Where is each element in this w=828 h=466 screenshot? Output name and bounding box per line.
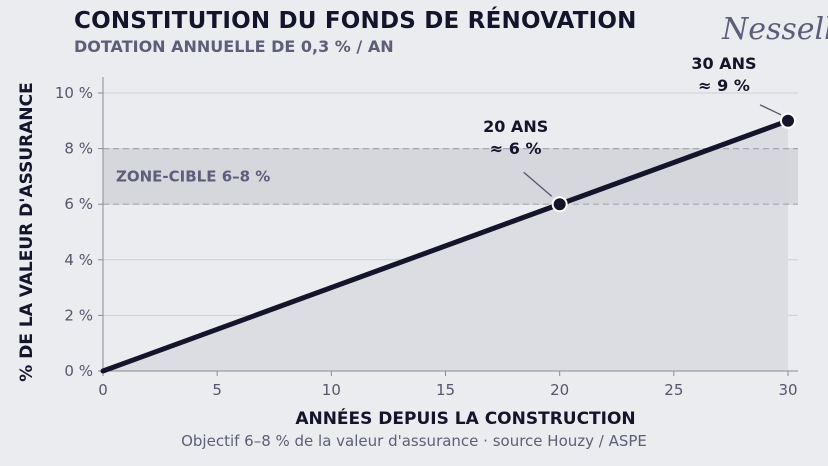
chart-subtitle: DOTATION ANNUELLE DE 0,3 % / AN (74, 37, 394, 56)
x-tick-label-25: 25 (664, 381, 683, 399)
y-tick-label-4: 4 % (64, 251, 93, 269)
y-tick-label-8: 8 % (64, 140, 93, 158)
ticks-layer: 0 5 10 15 20 25 30 0 % 2 % 4 % 6 % 8 % 10 % (55, 84, 798, 399)
y-tick-label-0: 0 % (64, 362, 93, 380)
series-line (100, 118, 791, 374)
x-tick-label-15: 15 (436, 381, 455, 399)
annotation-value-20: ≈ 6 % (490, 139, 542, 158)
y-tick-label-2: 2 % (64, 306, 93, 324)
data-point-30 (780, 112, 796, 129)
annotations-layer: 20 ANS ≈ 6 % 30 ANS ≈ 9 % (483, 54, 796, 213)
x-tick-label-20: 20 (550, 381, 569, 399)
annotation-value-30: ≈ 9 % (698, 76, 750, 95)
y-tick-label-6: 6 % (64, 195, 93, 213)
target-zone-label: ZONE-CIBLE 6–8 % (116, 167, 270, 185)
annotation-years-30: 30 ANS (691, 54, 756, 73)
annotation-years-20: 20 ANS (483, 117, 548, 136)
x-tick-label-5: 5 (212, 381, 222, 399)
chart-title: CONSTITUTION DU FONDS DE RÉNOVATION (74, 8, 637, 34)
annotation-leader-20 (523, 171, 553, 197)
data-point-20 (551, 196, 568, 213)
annotation-leader-30 (759, 104, 782, 116)
y-axis-title: % DE LA VALEUR D'ASSURANCE (17, 82, 37, 381)
x-tick-label-10: 10 (322, 381, 341, 399)
y-tick-label-10: 10 % (55, 84, 93, 102)
x-axis-title: ANNÉES DEPUIS LA CONSTRUCTION (295, 407, 635, 429)
source-caption: Objectif 6–8 % de la valeur d'assurance … (181, 432, 647, 450)
x-tick-label-0: 0 (98, 381, 108, 399)
x-tick-label-30: 30 (778, 381, 797, 399)
brand-logo: Nessell (722, 12, 828, 47)
axes-layer (102, 77, 798, 372)
